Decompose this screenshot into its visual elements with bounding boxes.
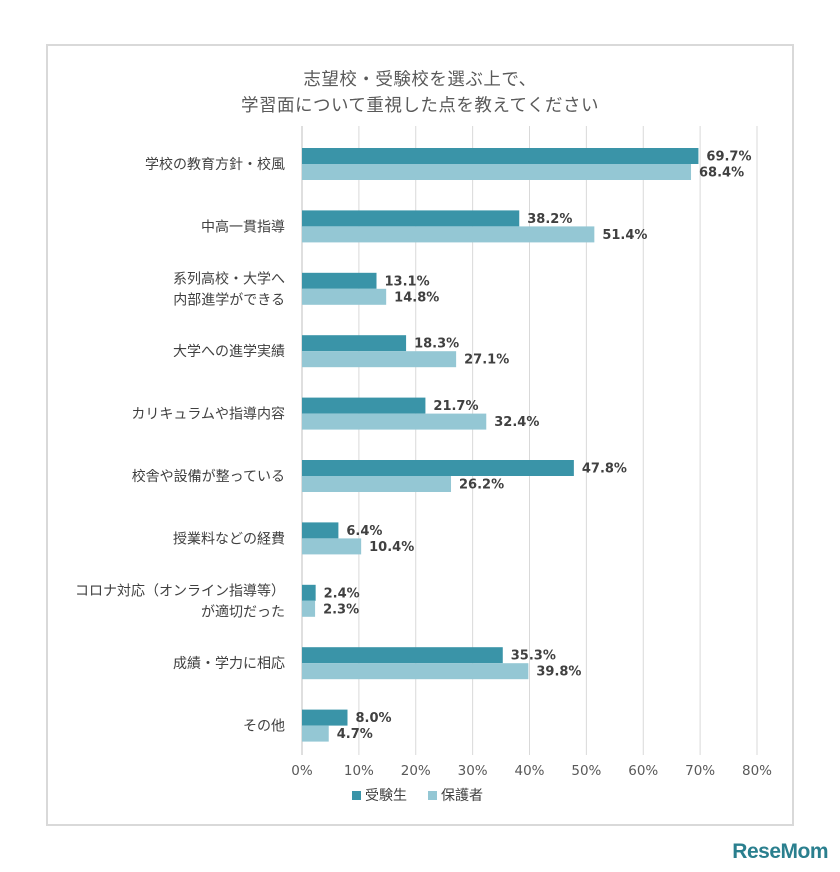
bar-student xyxy=(302,584,316,601)
data-label: 8.0% xyxy=(356,711,392,726)
data-label: 13.1% xyxy=(385,274,430,289)
bar-student xyxy=(302,148,699,164)
x-tick-label: 40% xyxy=(514,763,544,779)
bar-parent xyxy=(302,538,362,555)
data-label: 18.3% xyxy=(414,337,459,352)
data-label: 32.4% xyxy=(494,415,539,430)
data-label: 2.3% xyxy=(323,602,359,617)
bar-parent xyxy=(302,725,329,742)
data-label: 69.7% xyxy=(706,150,751,165)
data-label: 39.8% xyxy=(536,665,581,680)
data-label: 10.4% xyxy=(369,540,414,555)
bar-student xyxy=(302,522,339,539)
bar-student xyxy=(302,210,520,227)
category-label: 大学への進学実績 xyxy=(173,344,285,360)
x-tick-label: 70% xyxy=(685,763,715,779)
legend-label: 受験生 xyxy=(365,788,407,804)
bar-parent xyxy=(302,164,692,180)
resemom-logo: ReseMom xyxy=(732,840,828,863)
category-label: 内部進学ができる xyxy=(173,292,285,308)
data-label: 2.4% xyxy=(324,586,360,601)
x-tick-label: 80% xyxy=(742,763,772,779)
category-label: 成績・学力に相応 xyxy=(173,656,285,672)
category-label: 中高一貫指導 xyxy=(201,218,285,235)
x-tick-label: 10% xyxy=(344,763,374,779)
x-tick-label: 30% xyxy=(458,763,488,779)
bar-student xyxy=(302,272,377,289)
bar-student xyxy=(302,709,348,726)
data-label: 68.4% xyxy=(699,166,744,181)
bar-parent xyxy=(302,476,452,492)
data-label: 27.1% xyxy=(464,353,509,368)
category-label: 校舎や設備が整っている xyxy=(132,468,285,485)
bar-student xyxy=(302,647,503,664)
legend-swatch xyxy=(428,791,437,800)
data-label: 26.2% xyxy=(459,478,504,493)
bar-parent xyxy=(302,226,595,243)
bar-student xyxy=(302,460,574,476)
category-label: 授業料などの経費 xyxy=(173,531,285,547)
bar-student xyxy=(302,335,407,352)
data-label: 4.7% xyxy=(337,727,373,742)
category-label: 系列高校・大学へ xyxy=(173,270,285,287)
category-label: が適切だった xyxy=(201,603,285,620)
bar-parent xyxy=(302,663,529,680)
x-tick-label: 60% xyxy=(628,763,658,779)
category-label: その他 xyxy=(243,719,285,735)
legend-swatch xyxy=(352,791,361,800)
data-label: 14.8% xyxy=(394,290,439,305)
data-label: 35.3% xyxy=(511,649,556,664)
data-label: 38.2% xyxy=(527,212,572,227)
data-label: 6.4% xyxy=(346,524,382,539)
data-label: 51.4% xyxy=(602,228,647,243)
bar-parent xyxy=(302,288,387,305)
chart-title-line-2: 学習面について重視した点を教えてください xyxy=(240,96,600,116)
data-label: 21.7% xyxy=(433,399,478,414)
bar-student xyxy=(302,397,426,414)
data-label: 47.8% xyxy=(582,462,627,477)
chart-title-line-1: 志望校・受験校を選ぶ上で、 xyxy=(303,70,537,90)
bar-parent xyxy=(302,351,457,368)
bar-parent xyxy=(302,413,487,430)
x-tick-label: 20% xyxy=(401,763,431,779)
x-tick-label: 50% xyxy=(571,763,601,779)
category-label: 学校の教育方針・校風 xyxy=(145,156,285,173)
legend-label: 保護者 xyxy=(441,788,483,804)
category-label: カリキュラムや指導内容 xyxy=(131,406,285,423)
x-tick-label: 0% xyxy=(291,763,313,779)
category-label: コロナ対応（オンライン指導等） xyxy=(75,582,285,599)
bar-parent xyxy=(302,600,316,617)
